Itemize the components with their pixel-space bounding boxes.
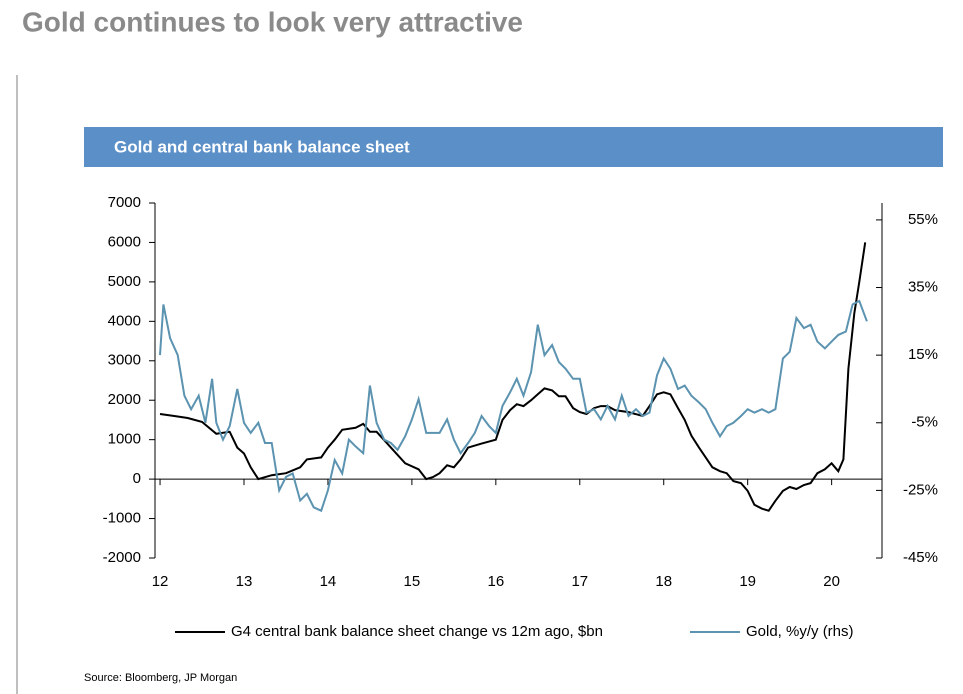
x-tick-label: 20 (823, 573, 840, 590)
x-tick-label: 13 (236, 573, 253, 590)
series-line (159, 242, 867, 512)
x-tick-label: 19 (739, 573, 756, 590)
x-tick-label: 18 (655, 573, 672, 590)
y-tick-label: 2000 (108, 391, 141, 408)
y2-tick-label: -45% (903, 549, 938, 566)
y-tick-label: 7000 (108, 194, 141, 211)
x-tick-label: 12 (152, 573, 169, 590)
y-tick-label: 1000 (108, 431, 141, 448)
y2-tick-label: -25% (903, 481, 938, 498)
y2-tick-label: 35% (908, 278, 938, 295)
x-tick-label: 16 (487, 573, 504, 590)
y-tick-label: 5000 (108, 273, 141, 290)
source: Source: Bloomberg, JP Morgan (84, 672, 237, 684)
legend-label: G4 central bank balance sheet change vs … (231, 623, 603, 640)
x-tick-label: 17 (571, 573, 588, 590)
chart-title: Gold and central bank balance sheet (114, 137, 410, 156)
page-title: Gold continues to look very attractive (22, 6, 523, 37)
y2-tick-label: -5% (911, 414, 938, 431)
y-tick-label: -2000 (103, 549, 141, 566)
y-tick-label: -1000 (103, 510, 141, 527)
legend-label: Gold, %y/y (rhs) (746, 623, 854, 640)
y2-tick-label: 55% (908, 211, 938, 228)
y-tick-label: 4000 (108, 312, 141, 329)
x-tick-label: 14 (320, 573, 337, 590)
series-line (159, 299, 868, 513)
y2-tick-label: 15% (908, 346, 938, 363)
banner (84, 127, 943, 167)
y-tick-label: 6000 (108, 233, 141, 250)
x-tick-label: 15 (404, 573, 421, 590)
y-tick-label: 3000 (108, 352, 141, 369)
y-tick-label: 0 (133, 470, 141, 487)
